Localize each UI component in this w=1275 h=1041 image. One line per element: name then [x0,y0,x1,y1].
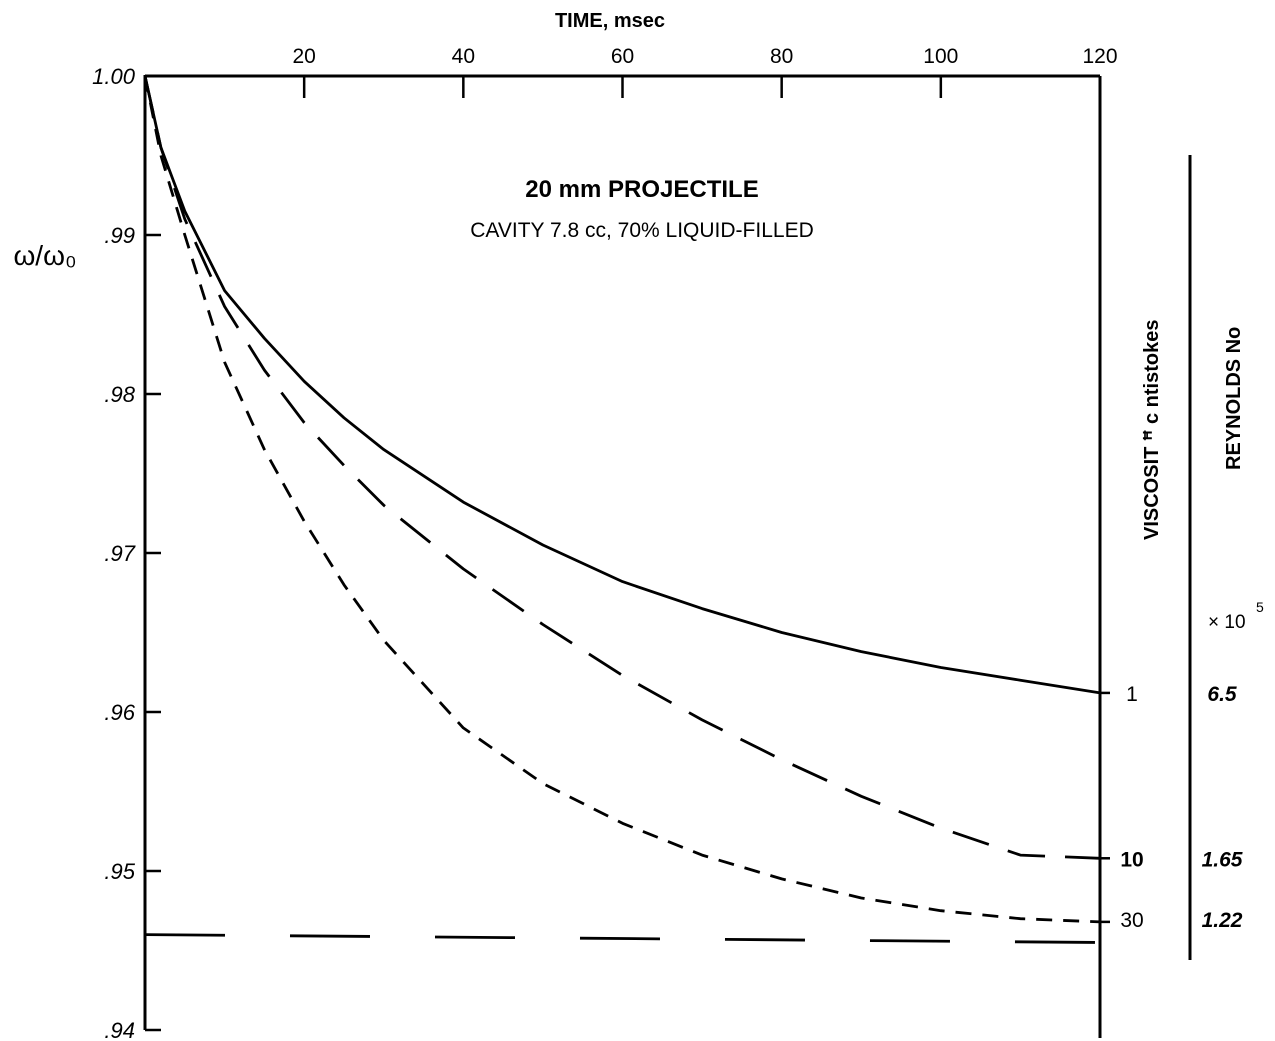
reynolds-multiplier: × 10 [1208,612,1246,633]
chart-subtitle: CAVITY 7.8 cc, 70% LIQUID-FILLED [470,219,814,242]
series-line-10 [143,75,1101,860]
viscosity-value-label: 1 [1126,683,1138,706]
reynolds-column-label: REYNOLDS No [1223,327,1245,470]
x-tick-label: 120 [1082,45,1117,68]
series-line-30 [143,75,1101,924]
y-tick-label: 1.00 [92,64,136,89]
y-tick-label: .97 [104,541,135,566]
x-axis-title: TIME, msec [555,10,665,32]
series-end-labels: 1 6.5 10 1.65 30 1.22 [1100,683,1243,932]
y-tick-label: .94 [104,1018,135,1041]
y-axis-ticks: .94 .95 .96 .97 .98 .99 1.00 [92,64,161,1041]
series-line-asymptote [144,933,1101,944]
reynolds-value-label: 6.5 [1207,683,1237,706]
y-tick-label: .98 [104,382,135,407]
x-tick-label: 20 [292,45,315,68]
reynolds-value-label: 1.65 [1202,848,1243,871]
x-axis-ticks: 20 40 60 80 100 120 [292,45,1118,98]
x-tick-label: 40 [452,45,475,68]
y-tick-label: .95 [104,859,135,884]
x-tick-label: 60 [611,45,634,68]
y-tick-label: .99 [104,223,135,248]
x-tick-label: 100 [923,45,958,68]
y-tick-label: .96 [104,700,135,725]
reynolds-exponent: 5 [1256,599,1264,615]
series-layer [143,75,1101,944]
viscosity-column-label: VISCOSIT ꟸ c ntistokes [1141,320,1163,540]
viscosity-value-label: 10 [1120,848,1143,871]
viscosity-value-label: 30 [1120,909,1143,932]
x-tick-label: 80 [770,45,793,68]
reynolds-value-label: 1.22 [1202,909,1243,932]
chart-title: 20 mm PROJECTILE [525,176,758,203]
y-axis-title: ω/ω₀ [13,240,76,271]
series-line-1 [143,75,1101,695]
